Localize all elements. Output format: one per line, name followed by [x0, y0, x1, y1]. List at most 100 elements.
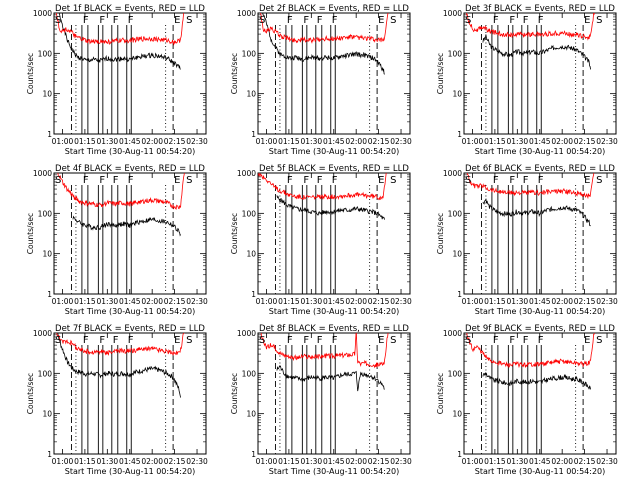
marker-label: E	[378, 175, 384, 186]
marker-label: E	[174, 175, 180, 186]
lld-series-line	[56, 13, 185, 46]
marker-label: S	[55, 15, 61, 26]
x-tick-label: 01:00	[52, 297, 74, 306]
marker-label: F	[523, 335, 529, 346]
y-axis-label: Counts/sec	[436, 53, 445, 94]
x-tick-label: 02:15	[164, 457, 186, 466]
plot-area	[260, 333, 389, 454]
x-tick-label: 01:15	[74, 457, 96, 466]
marker-label: S	[55, 335, 61, 346]
x-axis-label: Start Time (30-Aug-11 00:54:20)	[475, 307, 606, 316]
marker-label: F	[509, 175, 515, 186]
y-tick-label: 100	[448, 369, 463, 378]
x-tick-label: 01:30	[97, 137, 119, 146]
marker-label: F	[99, 15, 105, 26]
y-axis-label: Counts/sec	[230, 53, 239, 94]
x-tick-label: 01:45	[119, 297, 141, 306]
marker-label: S	[596, 335, 602, 346]
y-tick-label: 1000	[33, 329, 52, 338]
marker-label: S	[55, 175, 61, 186]
x-tick-label: 01:00	[462, 457, 484, 466]
plot-frame	[463, 332, 617, 455]
marker-label: F	[128, 175, 134, 186]
x-tick-label: 01:15	[278, 297, 300, 306]
x-tick-label: 02:00	[141, 137, 163, 146]
y-tick-label: 1000	[33, 9, 52, 18]
marker-label: F	[493, 175, 499, 186]
y-tick-label: 1000	[443, 329, 462, 338]
marker-label: F	[332, 335, 338, 346]
x-tick-label: 01:45	[323, 137, 345, 146]
events-series-line	[482, 197, 591, 227]
marker-label: E	[584, 175, 590, 186]
events-series-line	[276, 365, 385, 392]
y-tick-label: 1	[251, 290, 256, 299]
x-tick-label: 01:00	[256, 137, 278, 146]
x-tick-label: 01:00	[462, 297, 484, 306]
events-series-line	[482, 34, 591, 70]
x-tick-label: 02:00	[345, 137, 367, 146]
x-tick-label: 02:30	[596, 137, 618, 146]
x-tick-label: 02:30	[390, 457, 412, 466]
marker-label: S	[259, 15, 265, 26]
panel-title: Det 7f BLACK = Events, RED = LLD	[55, 324, 205, 334]
marker-label: F	[509, 15, 515, 26]
y-tick-label: 10	[42, 90, 52, 99]
marker-label: F	[317, 335, 323, 346]
marker-label: F	[287, 15, 293, 26]
marker-label: F	[523, 15, 529, 26]
x-tick-label: 02:15	[368, 297, 390, 306]
x-tick-label: 01:15	[484, 297, 506, 306]
x-tick-label: 01:15	[484, 457, 506, 466]
y-axis-label: Counts/sec	[436, 373, 445, 414]
x-tick-label: 01:45	[529, 137, 551, 146]
x-tick-label: 01:45	[529, 297, 551, 306]
x-tick-label: 01:15	[74, 297, 96, 306]
y-tick-label: 1	[251, 130, 256, 139]
marker-label: S	[390, 335, 396, 346]
events-series-line	[72, 215, 181, 237]
y-tick-label: 1	[457, 450, 462, 459]
x-tick-label: 02:30	[390, 137, 412, 146]
y-tick-label: 1000	[33, 169, 52, 178]
y-tick-label: 10	[246, 410, 256, 419]
y-tick-label: 100	[38, 49, 53, 58]
y-tick-label: 1	[47, 450, 52, 459]
y-tick-label: 10	[42, 250, 52, 259]
marker-label: F	[332, 15, 338, 26]
events-series-line	[482, 371, 591, 390]
marker-label: F	[523, 175, 529, 186]
x-tick-label: 02:30	[186, 137, 208, 146]
x-tick-label: 02:30	[596, 297, 618, 306]
plot-area	[466, 333, 595, 454]
plot-area	[57, 173, 185, 294]
x-axis-label: Start Time (30-Aug-11 00:54:20)	[65, 147, 196, 156]
x-tick-label: 02:15	[574, 297, 596, 306]
marker-label: F	[538, 335, 544, 346]
lld-series-line	[466, 333, 595, 369]
plot-frame	[53, 12, 207, 135]
marker-label: F	[113, 15, 119, 26]
marker-label: F	[538, 175, 544, 186]
x-tick-label: 01:15	[484, 137, 506, 146]
panel-9: Det 9f BLACK = Events, RED = LLD 1 10 100 10…	[436, 324, 618, 476]
events-series-line	[262, 13, 385, 75]
y-tick-label: 100	[242, 369, 257, 378]
x-tick-label: 01:30	[301, 297, 323, 306]
panel-6: Det 6f BLACK = Events, RED = LLD 1 10 100 10…	[436, 164, 618, 316]
x-tick-label: 01:45	[529, 457, 551, 466]
marker-label: F	[303, 335, 309, 346]
x-tick-label: 01:30	[97, 457, 119, 466]
x-tick-label: 01:30	[507, 457, 529, 466]
y-tick-label: 10	[42, 410, 52, 419]
marker-label: S	[390, 15, 396, 26]
marker-label: F	[493, 335, 499, 346]
y-tick-label: 1	[47, 130, 52, 139]
plot-area	[258, 173, 387, 294]
panel-title: Det 4f BLACK = Events, RED = LLD	[55, 164, 205, 174]
panel-2: Det 2f BLACK = Events, RED = LLD 1 10 100 10…	[230, 4, 412, 156]
marker-label: F	[83, 15, 89, 26]
plot-area	[56, 13, 185, 134]
marker-label: S	[186, 15, 192, 26]
x-tick-label: 01:30	[301, 137, 323, 146]
